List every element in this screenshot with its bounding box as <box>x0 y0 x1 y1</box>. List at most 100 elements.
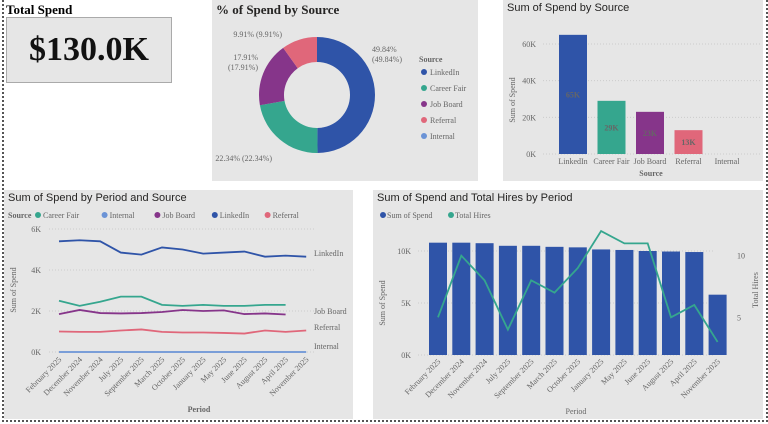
legend-marker <box>154 212 161 218</box>
legend-marker <box>421 133 427 139</box>
data-label: 29K <box>604 123 619 132</box>
legend-marker <box>264 212 271 218</box>
legend-marker <box>421 117 427 123</box>
legend-item: Total Hires <box>455 211 491 220</box>
legend-item: LinkedIn <box>430 68 459 77</box>
legend-title: Source <box>419 55 443 64</box>
legend-item: Job Board <box>430 100 463 109</box>
donut-label: 22.34% (22.34%) <box>215 154 272 163</box>
end-label: LinkedIn <box>314 249 343 258</box>
line-panel[interactable]: Sum of Spend by Period and Source Source… <box>4 190 353 419</box>
line-chart[interactable]: Source Career Fair Internal Job Board Linked… <box>4 190 353 419</box>
spend-bar-10 <box>662 251 680 355</box>
data-label: 23K <box>643 129 658 138</box>
legend-item: Career Fair <box>430 84 467 93</box>
total-spend-card[interactable]: $130.0K <box>6 17 172 83</box>
spend-bar-11 <box>685 252 704 355</box>
y-axis-label: Sum of Spend <box>9 267 18 312</box>
bar-1 <box>597 100 626 154</box>
y-tick: 2K <box>31 307 41 316</box>
spend-bar-6 <box>568 247 587 355</box>
y-tick: 5K <box>401 299 411 308</box>
donut-label: (17.91%) <box>228 63 258 72</box>
donut-label: 49.84% <box>372 45 397 54</box>
end-label: Referral <box>314 323 341 332</box>
y-tick: 0K <box>401 351 411 360</box>
legend-marker <box>421 69 427 75</box>
y-axis-label: Sum of Spend <box>378 280 387 325</box>
y2-tick: 5 <box>737 313 741 322</box>
legend-item: Internal <box>430 132 456 141</box>
legend-item: Referral <box>430 116 457 125</box>
y-axis-label: Sum of Spend <box>508 77 517 122</box>
kpi-title: Total Spend <box>6 2 73 17</box>
y2-tick: 10 <box>737 252 745 261</box>
y-tick: 6K <box>31 225 41 234</box>
y2-axis-label: Total Hires <box>751 272 760 308</box>
x-axis-label: Period <box>188 405 211 414</box>
x-tick: Career Fair <box>593 157 630 166</box>
x-tick: Internal <box>715 157 741 166</box>
series-line-career-fair <box>58 295 286 307</box>
legend-marker <box>448 212 454 218</box>
end-label: Internal <box>314 342 340 351</box>
bar-chart[interactable]: 0K 20K 40K 60K Sum of Spend 65K LinkedIn 29K Car… <box>503 0 763 181</box>
donut-chart[interactable]: 49.84%(49.84%) 22.34% (22.34%) 17.91%(17.9… <box>212 0 478 181</box>
y-tick: 0K <box>31 348 41 357</box>
y-tick: 40K <box>522 77 536 86</box>
spend-bar-2 <box>475 243 494 355</box>
data-label: 13K <box>681 138 696 147</box>
legend-item: Career Fair <box>43 211 80 220</box>
donut-slice-0 <box>317 37 375 153</box>
legend-marker <box>35 212 41 218</box>
bar-2 <box>636 111 664 154</box>
hires-line <box>437 229 719 343</box>
donut-title: % of Spend by Source <box>216 2 340 17</box>
series-line-referral <box>58 328 307 335</box>
legend-title: Source <box>8 211 32 220</box>
bar-title: Sum of Spend by Source <box>507 2 630 14</box>
y-tick: 4K <box>31 266 41 275</box>
donut-slice-2 <box>259 47 298 106</box>
donut-label: 9.91% (9.91%) <box>233 30 282 39</box>
spend-bar-7 <box>592 249 611 355</box>
combo-panel[interactable]: Sum of Spend and Total Hires by Period S… <box>373 190 763 419</box>
series-line-linkedin <box>58 239 307 258</box>
x-tick: Referral <box>675 157 702 166</box>
x-tick: Job Board <box>634 157 667 166</box>
donut-panel[interactable]: % of Spend by Source 49.84% (49.84%) 22.34… <box>212 0 478 181</box>
donut-label: 17.91% <box>233 53 258 62</box>
legend-marker <box>101 212 108 218</box>
line-title: Sum of Spend by Period and Source <box>8 192 187 204</box>
y-tick: 20K <box>522 113 536 122</box>
spend-bar-9 <box>638 251 657 355</box>
x-axis-label: Source <box>639 169 663 178</box>
donut-slice-3 <box>283 37 317 69</box>
spend-bar-1 <box>452 242 471 355</box>
donut-slice-1 <box>259 100 318 153</box>
legend-marker <box>421 101 427 107</box>
spend-bar-0 <box>429 242 447 355</box>
spend-bar-4 <box>522 245 541 355</box>
spend-bar-8 <box>615 249 634 355</box>
data-label: 65K <box>566 90 581 99</box>
end-label: Job Board <box>314 307 347 316</box>
donut-label: (49.84%) <box>372 55 402 64</box>
x-tick: LinkedIn <box>558 157 587 166</box>
legend-item: LinkedIn <box>220 211 249 220</box>
legend-item: Internal <box>110 211 136 220</box>
y-tick: 60K <box>522 40 536 49</box>
y-tick: 10K <box>397 247 411 256</box>
legend-item: Sum of Spend <box>387 211 432 220</box>
legend-marker <box>380 212 386 218</box>
bar-panel[interactable]: Sum of Spend by Source 0K 20K 40K 60K Sum of… <box>503 0 763 181</box>
series-line-job-board <box>58 309 286 316</box>
legend-marker <box>421 85 427 91</box>
legend-item: Job Board <box>162 211 195 220</box>
spend-bar-3 <box>498 245 517 355</box>
spend-bar-5 <box>545 246 564 355</box>
legend-marker <box>211 212 218 218</box>
bar-0 <box>559 34 587 155</box>
